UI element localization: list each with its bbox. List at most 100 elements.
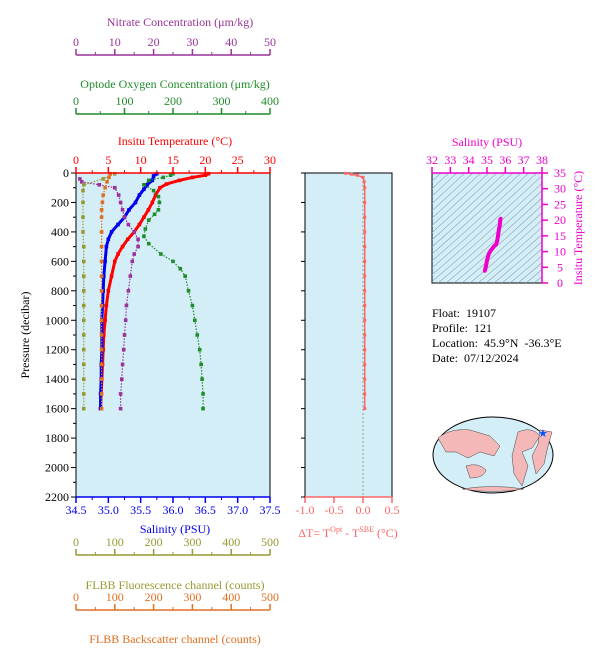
delta-t-data-point	[363, 377, 367, 381]
oxygen-data-point	[168, 173, 173, 178]
oxygen-data-point	[151, 188, 156, 193]
delta-t-data-point	[363, 215, 367, 219]
backscatter-data-point	[99, 208, 104, 212]
oxygen-data-point	[195, 333, 200, 337]
ts-temperature-tick-label: 30	[554, 182, 566, 196]
delta-t-data-point	[363, 318, 367, 322]
pressure-tick-label: 2000	[45, 461, 69, 475]
salinity-data-point	[145, 182, 149, 187]
nitrate-data-point	[123, 318, 128, 323]
ts-data-point	[490, 246, 495, 251]
fluorescence-data-point	[81, 347, 86, 352]
ts-data-point	[484, 263, 488, 268]
fluorescence-data-point	[81, 259, 86, 264]
backscatter-data-point	[99, 230, 104, 234]
fluorescence-data-point	[81, 244, 86, 249]
delta-t-axis-label: ΔT= TOpt - TSBE (°C)	[298, 525, 398, 540]
nitrate-data-point	[118, 200, 123, 205]
ts-density-contour	[432, 173, 482, 219]
backscatter-data-point	[105, 180, 109, 184]
nitrate-data-point	[136, 237, 140, 242]
ts-density-contour	[432, 175, 542, 276]
nitrate-data-point	[124, 303, 129, 308]
oxygen-data-point	[186, 289, 191, 293]
fluorescence-tick-label: 200	[145, 535, 163, 549]
salinity-data-point	[109, 230, 114, 234]
salinity-data-point	[102, 274, 106, 278]
delta-t-data-point	[363, 186, 367, 190]
temperature-tick-label: 25	[232, 153, 244, 167]
ts-data-point	[494, 242, 498, 247]
ts-data-point	[497, 227, 501, 232]
ts-density-contour	[432, 173, 458, 197]
salinity-tick-label: 35.5	[130, 503, 151, 517]
temperature-data-point	[113, 259, 117, 264]
salinity-data-point	[137, 193, 142, 197]
backscatter-tick-label: 100	[106, 590, 124, 604]
world-map: ★	[432, 416, 554, 494]
info-date: Date: 07/12/2024	[432, 351, 519, 366]
delta-t-data-point	[361, 175, 365, 179]
nitrate-data-point	[122, 333, 127, 337]
land-asia	[437, 429, 501, 459]
nitrate-data-point	[126, 289, 131, 293]
oxygen-axis-label: Optode Oxygen Concentration (μm/kg)	[80, 77, 269, 91]
info-location: Location: 45.9°N -36.3°E	[432, 336, 562, 351]
delta-t-data-point	[363, 200, 367, 204]
nitrate-data-point	[113, 185, 117, 190]
ts-density-contour	[509, 255, 542, 283]
ts-density-contour	[432, 173, 474, 212]
salinity-tick-label: 35.0	[98, 503, 119, 517]
oxygen-data-point	[161, 175, 166, 180]
nitrate-data-point	[130, 259, 135, 264]
nitrate-data-point	[136, 244, 140, 249]
temperature-tick-label: 10	[135, 153, 147, 167]
fluorescence-data-point	[101, 177, 105, 181]
main-profile-plot: 0200400600800100012001400160018002000220…	[18, 35, 281, 611]
ts-density-contour	[432, 182, 542, 282]
temperature-data-point	[109, 274, 114, 278]
salinity-tick-label: 37.5	[260, 503, 281, 517]
ts-density-contour	[501, 248, 542, 283]
temperature-tick-label: 15	[167, 153, 179, 167]
land-americas	[511, 429, 541, 487]
ts-density-contour	[432, 173, 522, 255]
ts-temperature-tick-label: 0	[557, 276, 563, 290]
salinity-tick-label: 36.5	[195, 503, 216, 517]
temperature-data-point	[103, 318, 107, 323]
salinity-data-point	[150, 178, 155, 183]
pressure-tick-label: 1000	[45, 313, 69, 327]
fluorescence-tick-label: 500	[261, 535, 279, 549]
oxygen-tick-label: 0	[73, 94, 79, 108]
temperature-data-point	[164, 182, 169, 186]
ts-temperature-tick-label: 5	[557, 260, 563, 274]
salinity-data-point	[103, 259, 107, 264]
float-location-marker: ★	[538, 428, 548, 440]
temperature-data-point	[153, 193, 158, 197]
fluorescence-data-point	[81, 303, 86, 308]
backscatter-data-point	[99, 289, 104, 293]
oxygen-data-point	[193, 318, 197, 323]
delta-t-data-point	[363, 245, 367, 249]
salinity-axis-label: Salinity (PSU)	[140, 522, 210, 536]
oxygen-data-point	[190, 303, 195, 308]
info-location-label: Location:	[432, 336, 478, 350]
delta-t-tick-label: 0.0	[356, 503, 371, 517]
fluorescence-data-point	[81, 377, 86, 381]
nitrate-axis-label: Nitrate Concentration (μm/kg)	[107, 15, 253, 29]
pressure-tick-label: 1600	[45, 402, 69, 416]
temperature-data-point	[102, 333, 106, 337]
oxygen-tick-label: 300	[213, 94, 231, 108]
nitrate-data-point	[80, 180, 84, 184]
delta-t-data-point	[363, 304, 367, 308]
map-landmasses	[437, 429, 553, 492]
temperature-data-point	[150, 200, 155, 205]
temperature-data-point	[146, 208, 151, 212]
nitrate-tick-label: 0	[73, 35, 79, 49]
backscatter-data-point	[99, 274, 104, 278]
temperature-tick-label: 0	[73, 153, 79, 167]
pressure-tick-label: 800	[51, 284, 69, 298]
ts-density-contour	[485, 234, 542, 283]
delta-t-data-point	[344, 171, 348, 175]
